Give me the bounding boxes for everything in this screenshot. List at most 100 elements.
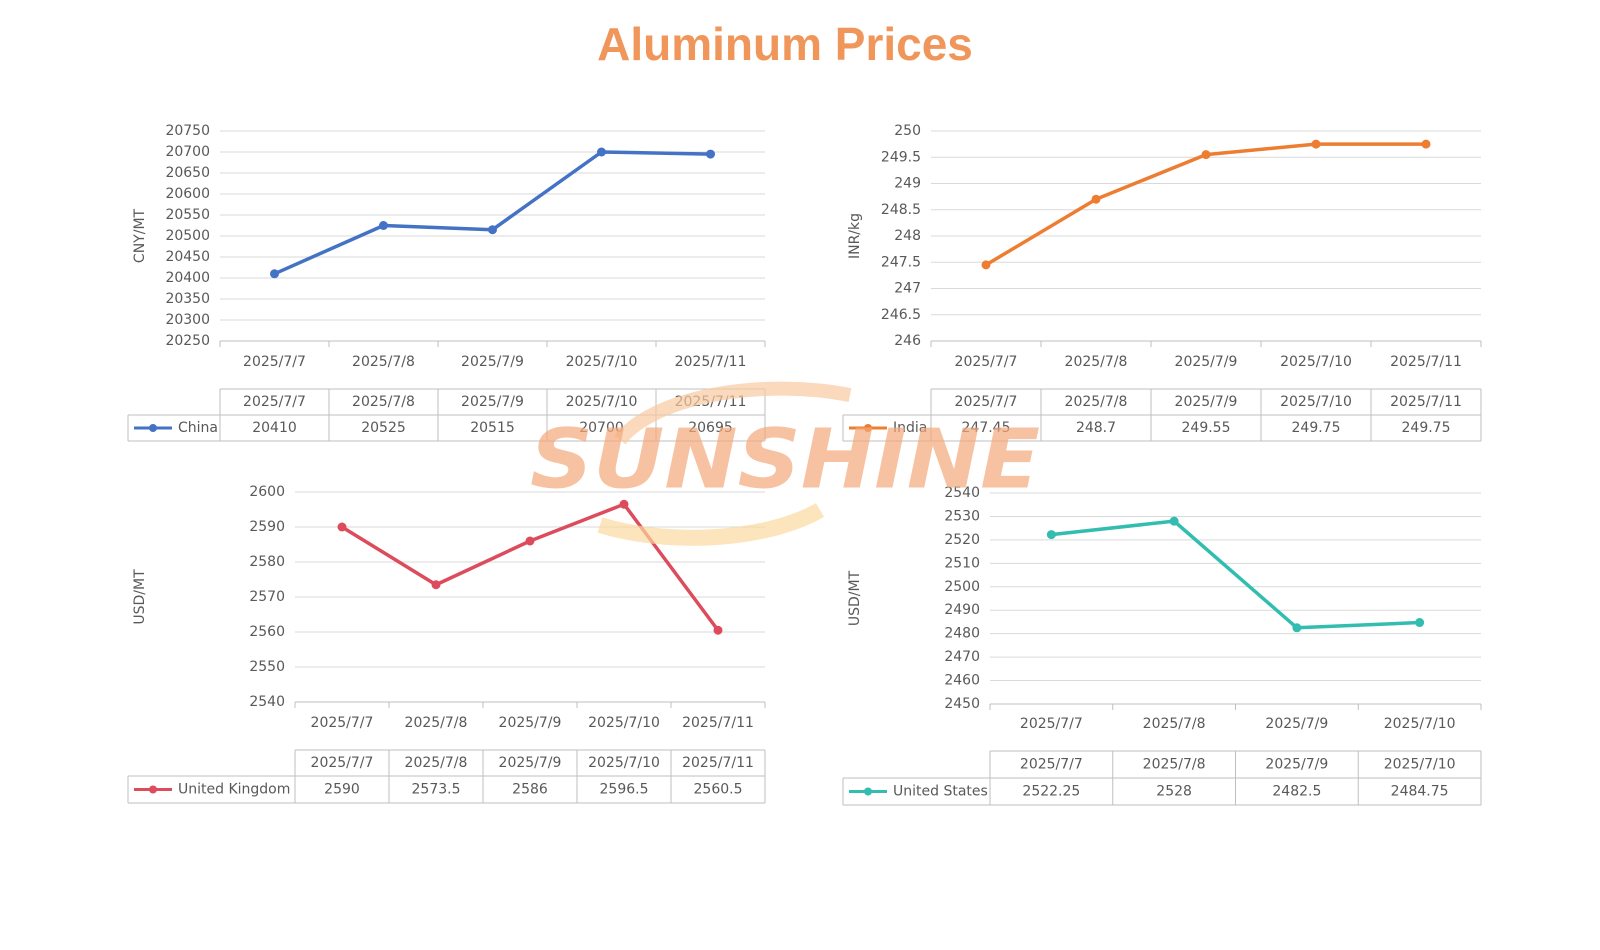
watermark-arc [614,381,852,445]
series-line [985,142,1426,267]
y-tick-label: 2500 [944,579,980,595]
y-tick-label: 20700 [165,144,210,160]
table-value: 2560.5 [694,782,743,798]
table-value: 20695 [688,420,733,436]
table-header: 2025/7/8 [352,394,415,410]
table-header: 2025/7/9 [1175,394,1238,410]
x-tick-label: 2025/7/8 [352,354,415,370]
table-header: 2025/7/8 [1143,757,1206,773]
x-tick-label: 2025/7/10 [588,715,660,731]
y-tick-label: 2550 [249,659,285,675]
x-tick-label: 2025/7/11 [1390,354,1462,370]
y-axis-label: INR/kg [847,213,863,259]
table-header: 2025/7/9 [461,394,524,410]
page-title: Aluminum Prices [597,18,973,70]
table-value: 20700 [579,420,624,436]
table-header: 2025/7/7 [311,755,374,771]
y-tick-label: 2590 [249,519,285,535]
point-marker [1415,618,1425,628]
table-value: 20515 [470,420,515,436]
y-tick-label: 2530 [944,508,980,524]
x-tick-label: 2025/7/10 [1280,354,1352,370]
legend-label: India [893,420,927,436]
y-tick-label: 247.5 [881,254,921,270]
point-marker [488,225,497,235]
x-tick-label: 2025/7/7 [1020,716,1083,732]
x-tick-label: 2025/7/9 [1175,354,1238,370]
point-marker [619,499,629,509]
table-value: 249.75 [1402,420,1451,436]
table-header: 2025/7/10 [1280,394,1352,410]
y-axis-label: USD/MT [132,569,148,625]
point-marker [1311,139,1321,149]
y-tick-label: 2570 [249,589,285,605]
legend-marker [864,787,872,796]
y-tick-label: 2600 [249,484,285,500]
table-value: 2573.5 [412,782,461,798]
x-tick-label: 2025/7/8 [1143,716,1206,732]
x-tick-label: 2025/7/10 [566,354,638,370]
series-line [341,502,720,632]
y-tick-label: 249.5 [881,149,921,165]
table-value: 2528 [1156,784,1192,800]
point-marker [1201,150,1211,160]
y-tick-label: 247 [894,281,921,297]
x-tick-label: 2025/7/7 [243,354,306,370]
table-value: 20410 [252,420,297,436]
y-tick-label: 2460 [944,673,980,689]
table-value: 2596.5 [600,782,649,798]
table-header: 2025/7/7 [1020,757,1083,773]
legend-label: United Kingdom [178,782,290,798]
y-tick-label: 20400 [165,270,210,286]
table-header: 2025/7/10 [1384,757,1456,773]
legend-label: United States [893,784,988,800]
y-tick-label: 2540 [249,694,285,710]
point-marker [1421,139,1431,149]
point-marker [337,522,347,532]
x-tick-label: 2025/7/7 [955,354,1018,370]
x-tick-label: 2025/7/10 [1384,716,1456,732]
table-value: 2482.5 [1272,784,1321,800]
table-header: 2025/7/8 [1065,394,1128,410]
point-marker [1169,516,1179,526]
y-tick-label: 20300 [165,312,210,328]
y-tick-label: 246.5 [881,307,921,323]
y-tick-label: 20600 [165,186,210,202]
point-marker [713,625,723,635]
table-header: 2025/7/10 [566,394,638,410]
point-marker [597,147,606,157]
table-header: 2025/7/9 [499,755,562,771]
y-tick-label: 2490 [944,602,980,618]
x-tick-label: 2025/7/9 [499,715,562,731]
point-marker [1091,194,1101,204]
y-tick-label: 2520 [944,532,980,548]
point-marker [270,269,279,279]
y-tick-label: 249 [894,176,921,192]
watermark: SUNSHINE [530,412,1040,507]
table-header: 2025/7/9 [1265,757,1328,773]
point-marker [379,221,388,230]
table-header: 2025/7/7 [243,394,306,410]
legend-marker [864,424,872,432]
point-marker [1292,623,1302,633]
table-value: 2586 [512,782,548,798]
table-value: 2484.75 [1391,784,1449,800]
table-value: 248.7 [1076,420,1116,436]
watermark-arc [597,503,825,546]
y-tick-label: 2580 [249,554,285,570]
table-value: 20525 [361,420,406,436]
table-header: 2025/7/10 [588,755,660,771]
y-tick-label: 2480 [944,626,980,642]
table-header: 2025/7/11 [682,755,754,771]
y-tick-label: 20550 [165,207,210,223]
point-marker [525,536,535,546]
y-tick-label: 2560 [249,624,285,640]
x-tick-label: 2025/7/9 [461,354,524,370]
series-line [1051,519,1420,630]
y-tick-label: 248.5 [881,202,921,218]
table-value: 2590 [324,782,360,798]
y-tick-label: 20250 [165,333,210,349]
table-value: 2522.25 [1022,784,1080,800]
y-tick-label: 20350 [165,291,210,307]
